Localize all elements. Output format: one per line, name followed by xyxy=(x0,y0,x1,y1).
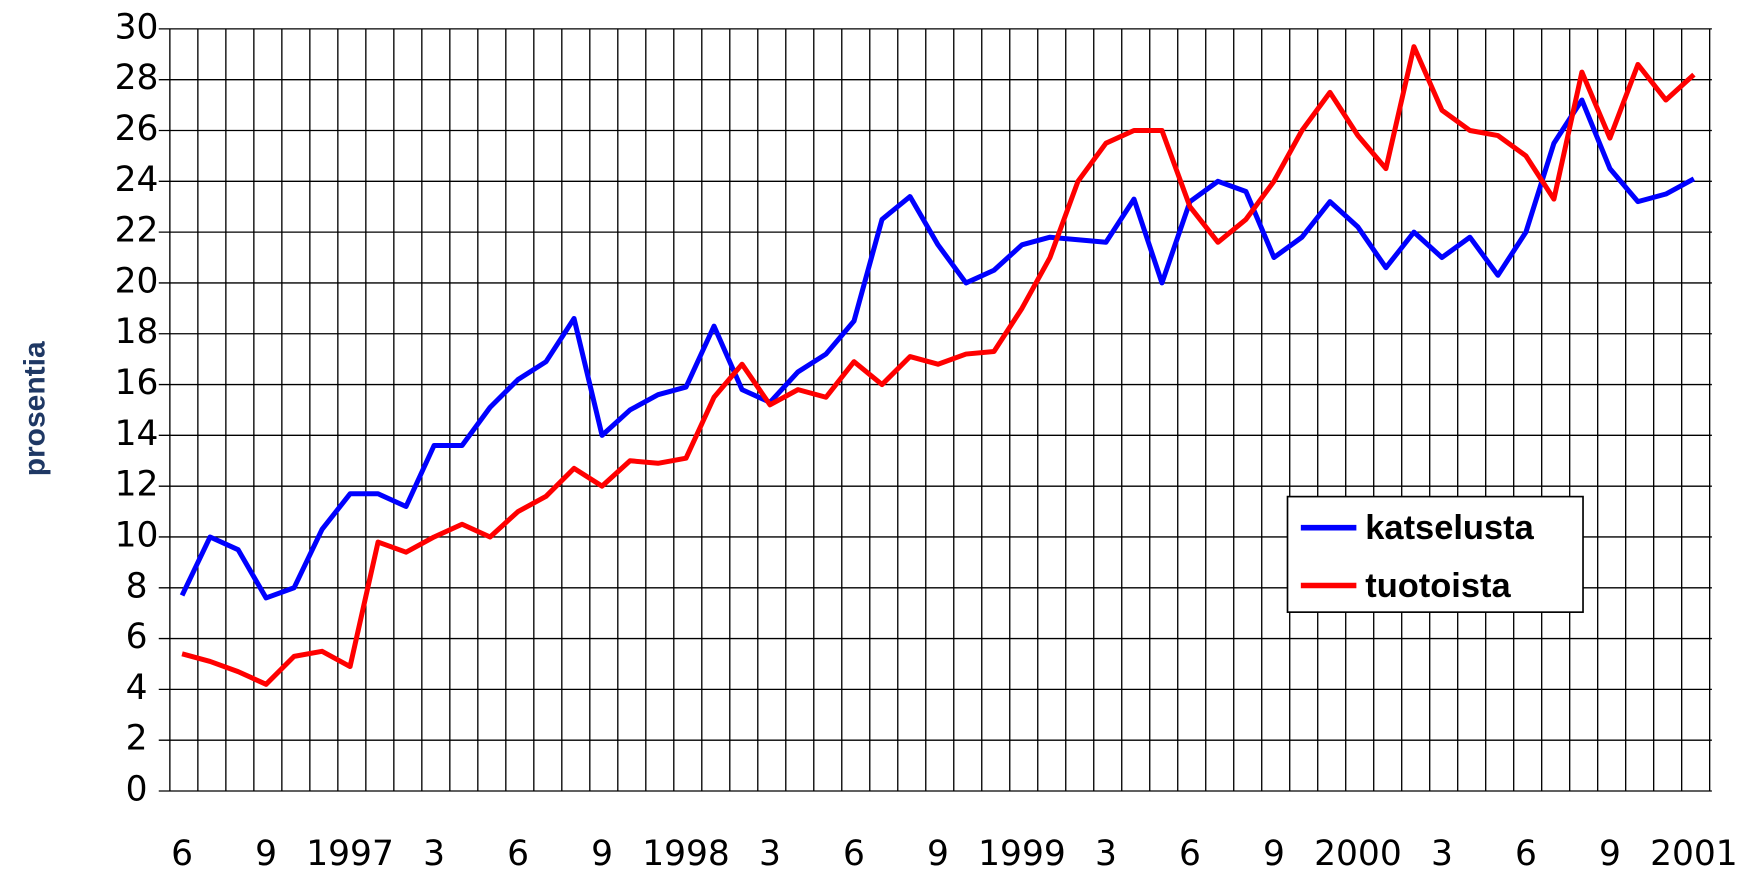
x-tick-label: 3 xyxy=(1095,834,1117,871)
y-tick-label: 22 xyxy=(115,211,159,251)
y-tick-label: 14 xyxy=(115,414,159,454)
y-tick-label: 24 xyxy=(115,160,159,200)
x-tick-label: 9 xyxy=(1263,834,1285,871)
y-tick-label: 6 xyxy=(126,617,148,657)
x-tick-label: 6 xyxy=(507,834,529,871)
y-tick-label: 10 xyxy=(115,515,159,555)
data-line xyxy=(181,44,1696,687)
y-tick-label: 0 xyxy=(126,770,148,810)
y-tick-label: 16 xyxy=(115,363,159,403)
x-tick-label: 3 xyxy=(423,834,445,871)
x-tick-label: 1998 xyxy=(642,834,730,871)
x-tick-label: 9 xyxy=(1599,834,1621,871)
legend-box xyxy=(1286,495,1584,613)
x-tick-label: 6 xyxy=(1179,834,1201,871)
x-tick-label: 3 xyxy=(759,834,781,871)
y-tick-label: 2 xyxy=(126,719,148,759)
x-tick-label: 6 xyxy=(1515,834,1537,871)
x-tick-label: 3 xyxy=(1431,834,1453,871)
x-tick-label: 2000 xyxy=(1314,834,1402,871)
y-tick-label: 18 xyxy=(115,312,159,352)
y-tick-label: 8 xyxy=(126,566,148,606)
legend-label: tuotoista xyxy=(1365,567,1511,605)
x-tick-label: 1999 xyxy=(978,834,1066,871)
x-tick-label: 9 xyxy=(591,834,613,871)
y-axis-label: prosentia xyxy=(18,341,51,476)
y-tick-label: 26 xyxy=(115,109,159,149)
x-tick-label: 6 xyxy=(843,834,865,871)
x-tick-label: 9 xyxy=(927,834,949,871)
y-tick-label: 28 xyxy=(115,58,159,98)
y-tick-label: 4 xyxy=(126,668,148,708)
y-tick-label: 12 xyxy=(115,465,159,505)
x-tick-label: 9 xyxy=(255,834,277,871)
x-tick-label: 6 xyxy=(171,834,193,871)
x-tick-label: 2001 xyxy=(1650,834,1738,871)
data-line xyxy=(179,97,1696,601)
legend-label: katselusta xyxy=(1365,509,1534,547)
y-tick-label: 20 xyxy=(115,261,159,301)
y-tick-label: 30 xyxy=(115,7,159,47)
x-tick-label: 1997 xyxy=(306,834,394,871)
